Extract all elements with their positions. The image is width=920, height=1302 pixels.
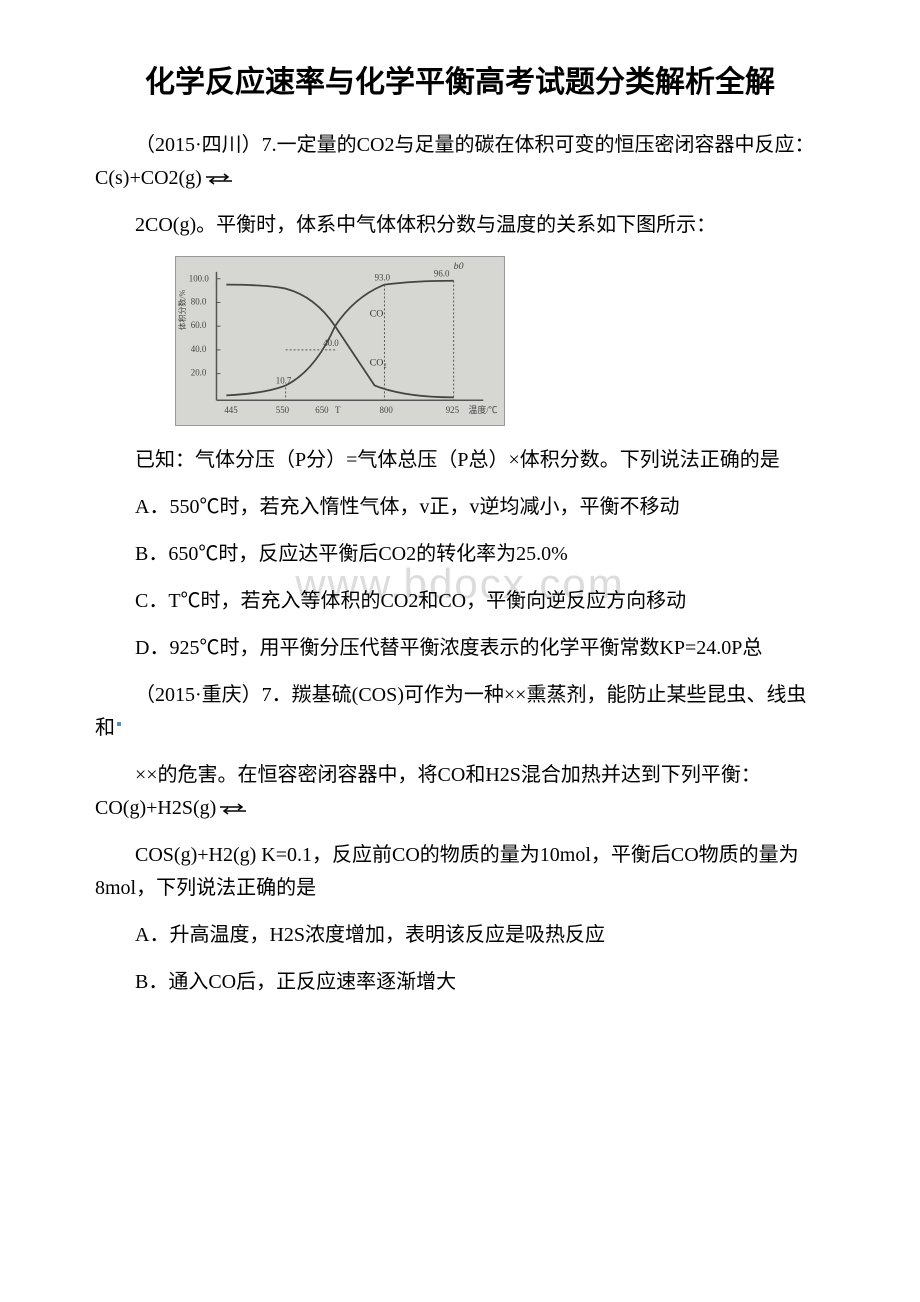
q1-intro: （2015·四川）7.一定量的CO2与足量的碳在体积可变的恒压密闭容器中反应：C…	[95, 129, 825, 195]
redaction-dot-icon	[117, 722, 121, 726]
document-title: 化学反应速率与化学平衡高考试题分类解析全解	[95, 60, 825, 105]
chart-svg: 100.0 80.0 60.0 40.0 20.0 CO CO₂ 10.7 40…	[176, 257, 504, 425]
y-tick-60: 60.0	[191, 320, 207, 330]
equilibrium-arrow-icon	[204, 173, 234, 185]
top-b0-label: b0	[454, 261, 464, 272]
q1-known: 已知：气体分压（P分）=气体总压（P总）×体积分数。下列说法正确的是	[95, 444, 825, 477]
q2-intro2: ××的危害。在恒容密闭容器中，将CO和H2S混合加热并达到下列平衡： CO(g)…	[95, 759, 825, 825]
q2-option-a: A．升高温度，H2S浓度增加，表明该反应是吸热反应	[95, 919, 825, 952]
q1-option-d: D．925℃时，用平衡分压代替平衡浓度表示的化学平衡常数KP=24.0P总	[95, 632, 825, 665]
q1-option-c: C．T℃时，若充入等体积的CO2和CO，平衡向逆反应方向移动	[95, 585, 825, 618]
co2-label: CO₂	[370, 358, 387, 369]
x-tick-650: 650	[315, 405, 329, 415]
x-tick-925: 925	[446, 405, 460, 415]
q1-chart: 100.0 80.0 60.0 40.0 20.0 CO CO₂ 10.7 40…	[175, 256, 505, 426]
y-tick-80: 80.0	[191, 296, 207, 306]
q2-intro2-text: ××的危害。在恒容密闭容器中，将CO和H2S混合加热并达到下列平衡： CO(g)…	[95, 764, 761, 819]
document-content: 化学反应速率与化学平衡高考试题分类解析全解 （2015·四川）7.一定量的CO2…	[95, 60, 825, 999]
y-axis-label: 体积分数/%	[177, 289, 187, 330]
x-tick-445: 445	[224, 405, 238, 415]
point-10.7: 10.7	[276, 375, 292, 385]
point-40: 40.0	[323, 338, 339, 348]
point-93: 93.0	[375, 273, 391, 283]
x-tick-550: 550	[276, 405, 290, 415]
q1-equation-after: 2CO(g)。平衡时，体系中气体体积分数与温度的关系如下图所示：	[95, 209, 825, 242]
y-tick-20: 20.0	[191, 368, 207, 378]
q2-option-b: B．通入CO后，正反应速率逐渐增大	[95, 966, 825, 999]
q2-intro3: COS(g)+H2(g) K=0.1，反应前CO的物质的量为10mol，平衡后C…	[95, 839, 825, 905]
x-tick-800: 800	[380, 405, 394, 415]
q2-intro1: （2015·重庆）7．羰基硫(COS)可作为一种××熏蒸剂，能防止某些昆虫、线虫…	[95, 679, 825, 745]
q1-option-b: B．650℃时，反应达平衡后CO2的转化率为25.0%	[95, 538, 825, 571]
y-tick-100: 100.0	[189, 274, 210, 284]
co-label: CO	[370, 308, 384, 319]
x-tick-T: T	[335, 405, 341, 415]
q1-option-a: A．550℃时，若充入惰性气体，v正，v逆均减小，平衡不移动	[95, 491, 825, 524]
x-axis-label: 温度/℃	[468, 404, 497, 415]
y-tick-40: 40.0	[191, 344, 207, 354]
q2-intro1-text: （2015·重庆）7．羰基硫(COS)可作为一种××熏蒸剂，能防止某些昆虫、线虫…	[95, 684, 806, 739]
point-96: 96.0	[434, 269, 450, 279]
equilibrium-arrow-icon	[218, 803, 248, 815]
